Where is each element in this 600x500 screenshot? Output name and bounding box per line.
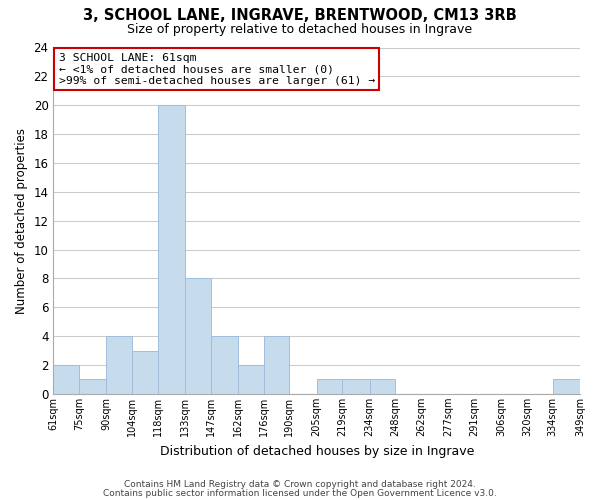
Bar	[158, 105, 185, 394]
Bar	[370, 380, 395, 394]
Bar	[79, 380, 106, 394]
Bar	[211, 336, 238, 394]
Text: Size of property relative to detached houses in Ingrave: Size of property relative to detached ho…	[127, 22, 473, 36]
Y-axis label: Number of detached properties: Number of detached properties	[15, 128, 28, 314]
Bar	[317, 380, 343, 394]
Bar	[343, 380, 370, 394]
Text: Contains public sector information licensed under the Open Government Licence v3: Contains public sector information licen…	[103, 488, 497, 498]
Bar	[263, 336, 289, 394]
X-axis label: Distribution of detached houses by size in Ingrave: Distribution of detached houses by size …	[160, 444, 474, 458]
Bar	[238, 365, 263, 394]
Bar	[185, 278, 211, 394]
Bar	[53, 365, 79, 394]
Bar	[553, 380, 580, 394]
Text: Contains HM Land Registry data © Crown copyright and database right 2024.: Contains HM Land Registry data © Crown c…	[124, 480, 476, 489]
Bar	[106, 336, 132, 394]
Text: 3, SCHOOL LANE, INGRAVE, BRENTWOOD, CM13 3RB: 3, SCHOOL LANE, INGRAVE, BRENTWOOD, CM13…	[83, 8, 517, 22]
Text: 3 SCHOOL LANE: 61sqm
← <1% of detached houses are smaller (0)
>99% of semi-detac: 3 SCHOOL LANE: 61sqm ← <1% of detached h…	[59, 52, 375, 86]
Bar	[132, 350, 158, 394]
